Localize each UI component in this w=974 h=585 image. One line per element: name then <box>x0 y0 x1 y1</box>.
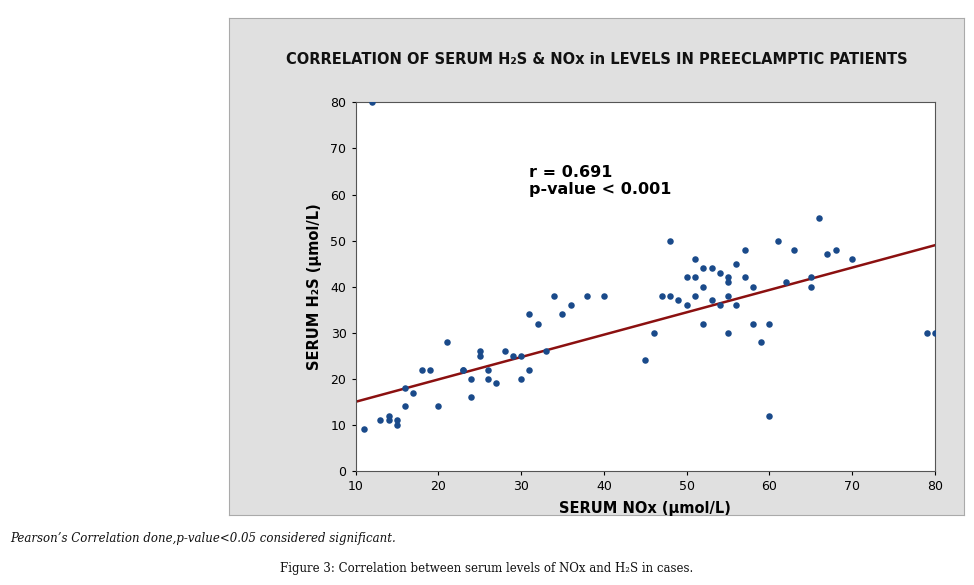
Point <box>390 420 405 429</box>
Point <box>729 259 744 269</box>
Point <box>364 98 380 107</box>
Point <box>397 402 413 411</box>
Point <box>762 319 777 328</box>
Point <box>688 273 703 282</box>
Point <box>439 337 455 346</box>
Point <box>390 415 405 425</box>
Point <box>596 291 612 301</box>
Point <box>803 282 818 291</box>
Point <box>695 319 711 328</box>
Point <box>679 273 694 282</box>
Point <box>745 282 761 291</box>
Point <box>712 268 728 277</box>
Point <box>497 346 512 356</box>
Point <box>472 346 488 356</box>
Text: CORRELATION OF SERUM H₂S & NOx in LEVELS IN PREECLAMPTIC PATIENTS: CORRELATION OF SERUM H₂S & NOx in LEVELS… <box>285 52 908 67</box>
Point <box>662 236 678 245</box>
Point <box>464 374 479 384</box>
Point <box>456 365 471 374</box>
Text: Pearson’s Correlation done,p-value<0.05 considered significant.: Pearson’s Correlation done,p-value<0.05 … <box>10 532 395 545</box>
Point <box>555 309 571 319</box>
Point <box>655 291 670 301</box>
Point <box>538 346 553 356</box>
Point <box>737 273 753 282</box>
Point <box>844 254 860 264</box>
Point <box>662 291 678 301</box>
Point <box>489 378 505 388</box>
Point <box>373 415 389 425</box>
Point <box>381 415 396 425</box>
Point <box>688 254 703 264</box>
Point <box>721 291 736 301</box>
Point <box>480 374 496 384</box>
Point <box>480 365 496 374</box>
Point <box>431 402 446 411</box>
Point <box>712 301 728 310</box>
Point <box>546 291 562 301</box>
Point <box>356 425 372 434</box>
Text: Figure 3: Correlation between serum levels of NOx and H₂S in cases.: Figure 3: Correlation between serum leve… <box>281 562 693 574</box>
Point <box>828 245 843 254</box>
Point <box>530 319 545 328</box>
Point <box>721 328 736 338</box>
Point <box>762 411 777 420</box>
Point <box>721 277 736 287</box>
Point <box>679 301 694 310</box>
Point <box>721 273 736 282</box>
Point <box>703 296 719 305</box>
Point <box>729 301 744 310</box>
Point <box>456 365 471 374</box>
Point <box>472 351 488 360</box>
Point <box>737 245 753 254</box>
Point <box>423 365 438 374</box>
Point <box>381 411 396 420</box>
Point <box>646 328 661 338</box>
Point <box>770 236 786 245</box>
Point <box>638 356 654 365</box>
Point <box>778 277 794 287</box>
Point <box>754 337 769 346</box>
Point <box>522 309 538 319</box>
Point <box>671 296 687 305</box>
Point <box>522 365 538 374</box>
Y-axis label: SERUM H₂S (μmol/L): SERUM H₂S (μmol/L) <box>307 203 322 370</box>
Point <box>563 301 579 310</box>
Point <box>580 291 595 301</box>
Point <box>513 374 529 384</box>
Point <box>919 328 935 338</box>
Text: r = 0.691
p-value < 0.001: r = 0.691 p-value < 0.001 <box>530 165 672 197</box>
Point <box>927 328 943 338</box>
Point <box>406 388 422 397</box>
Point <box>803 273 818 282</box>
Point <box>695 282 711 291</box>
Point <box>397 383 413 393</box>
Point <box>820 250 836 259</box>
Point <box>695 263 711 273</box>
Point <box>464 393 479 402</box>
Point <box>506 351 521 360</box>
Point <box>703 263 719 273</box>
Point <box>787 245 803 254</box>
Point <box>811 213 827 222</box>
Point <box>414 365 430 374</box>
Point <box>745 319 761 328</box>
Point <box>513 351 529 360</box>
Point <box>688 291 703 301</box>
X-axis label: SERUM NOx (μmol/L): SERUM NOx (μmol/L) <box>559 501 731 517</box>
